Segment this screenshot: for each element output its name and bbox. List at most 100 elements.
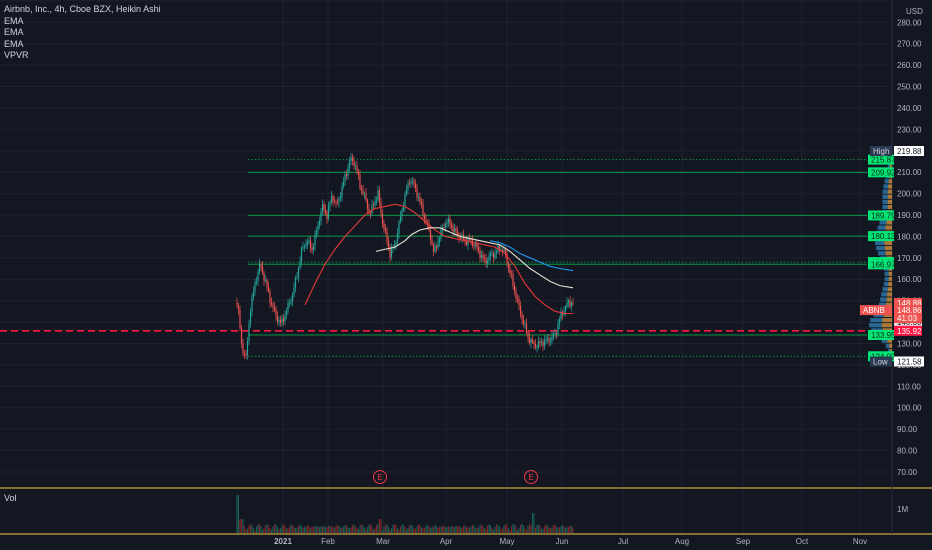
volume-bar	[398, 529, 400, 533]
high-price-tag-bg	[894, 146, 924, 156]
volume-bar	[437, 527, 439, 533]
volume-bar	[293, 527, 295, 533]
volume-bar	[476, 527, 478, 533]
vpvr-bar-down	[887, 194, 892, 199]
candle-body	[522, 319, 525, 325]
volume-bar	[350, 527, 352, 533]
time-tick-label: Nov	[853, 537, 867, 546]
high-price-tag-text: 219.88	[897, 147, 922, 156]
currency-label: USD	[906, 7, 923, 16]
candle-body	[251, 297, 253, 312]
vpvr-bar-down	[881, 323, 892, 328]
candle-body	[269, 290, 271, 303]
candle-body	[245, 354, 247, 356]
price-tick-label: 200.00	[897, 190, 922, 199]
candle-body	[314, 234, 316, 247]
ema-line-white	[375, 227, 574, 289]
candle-body	[404, 193, 406, 207]
candle-body	[296, 277, 298, 279]
volume-bar	[335, 525, 337, 533]
candle-body	[335, 201, 337, 203]
volume-bar	[252, 527, 254, 533]
candle-body	[323, 204, 325, 210]
earnings-marker	[524, 470, 538, 484]
level-price-tag-bg	[868, 167, 894, 178]
candle-body	[506, 253, 508, 264]
candle-body	[452, 226, 454, 232]
candle-body	[543, 340, 546, 347]
volume-bar	[459, 526, 461, 533]
candle-body	[411, 181, 414, 183]
volume-bar	[441, 525, 443, 533]
volume-bar	[509, 530, 511, 533]
candle-body	[536, 347, 538, 348]
volume-bar	[522, 525, 524, 533]
volume-bar	[366, 527, 368, 533]
time-tick-label: Aug	[675, 537, 689, 546]
dashed-level-tag-text: 135.92	[897, 327, 922, 336]
candle-body	[435, 246, 438, 248]
vpvr-bar-down	[887, 292, 892, 297]
earnings-marker-label: E	[528, 473, 533, 482]
candle-body	[512, 274, 514, 286]
volume-bar	[539, 525, 541, 533]
candle-body	[362, 189, 364, 194]
candle-body	[284, 314, 286, 322]
low-price-tag: 121.58	[894, 356, 924, 367]
candle-body	[359, 174, 361, 188]
volume-bar	[456, 525, 458, 533]
volume-label[interactable]: Vol	[4, 493, 17, 503]
level-price-tag: 180.13	[868, 231, 896, 242]
level-price-tag: 215.87	[868, 154, 896, 165]
candle-body	[297, 268, 300, 278]
volume-bar	[321, 526, 323, 533]
candle-body	[383, 223, 385, 229]
volume-bar	[390, 528, 392, 533]
ema-indicator-1[interactable]: EMA	[4, 15, 24, 26]
candle-body	[353, 160, 355, 167]
volume-bar	[275, 524, 277, 533]
candle-body	[407, 183, 409, 190]
candle-body	[444, 224, 447, 228]
volume-bar	[468, 527, 470, 533]
ema-indicator-2[interactable]: EMA	[4, 27, 24, 37]
low-tag-label: Low	[870, 356, 892, 367]
candle-body	[354, 165, 357, 167]
level-price-tag-text: 180.13	[871, 232, 896, 241]
symbol-title[interactable]: Airbnb, Inc., 4h, Cboe BZX, Heikin Ashi	[4, 4, 161, 14]
price-tick-label: 100.00	[897, 404, 922, 413]
candle-body	[537, 341, 540, 348]
vpvr-bar-up	[877, 225, 886, 230]
level-price-tag: 166.97	[868, 259, 896, 270]
candle-body	[386, 230, 388, 242]
volume-bar	[239, 519, 241, 533]
vpvr-bar-up	[883, 282, 889, 287]
candle-body	[450, 224, 453, 227]
ema-indicator-3[interactable]: EMA	[4, 38, 24, 49]
volume-bar	[411, 525, 413, 533]
volume-bar	[452, 526, 454, 533]
vpvr-bar-down	[889, 343, 892, 348]
volume-bar	[281, 525, 283, 533]
dashed-level-tag: 135.92	[894, 325, 922, 336]
candle-body	[339, 196, 342, 199]
vpvr-indicator[interactable]: VPVR	[4, 50, 29, 60]
candle-body	[293, 287, 295, 296]
volume-bar	[492, 529, 494, 533]
candle-body	[528, 337, 531, 344]
high-price-tag: 219.88	[894, 146, 924, 156]
volume-bar	[287, 528, 289, 533]
candle-body	[422, 203, 424, 216]
volume-bar	[323, 526, 325, 533]
candle-body	[500, 249, 502, 251]
candle-body	[311, 247, 313, 250]
candle-body	[534, 344, 537, 348]
low-price-tag-bg	[894, 356, 924, 367]
candle-body	[389, 247, 391, 258]
volume-bar	[516, 530, 518, 533]
volume-bar	[242, 519, 244, 533]
volume-bar	[404, 526, 406, 533]
candle-body	[260, 263, 262, 267]
candle-body	[371, 204, 373, 214]
